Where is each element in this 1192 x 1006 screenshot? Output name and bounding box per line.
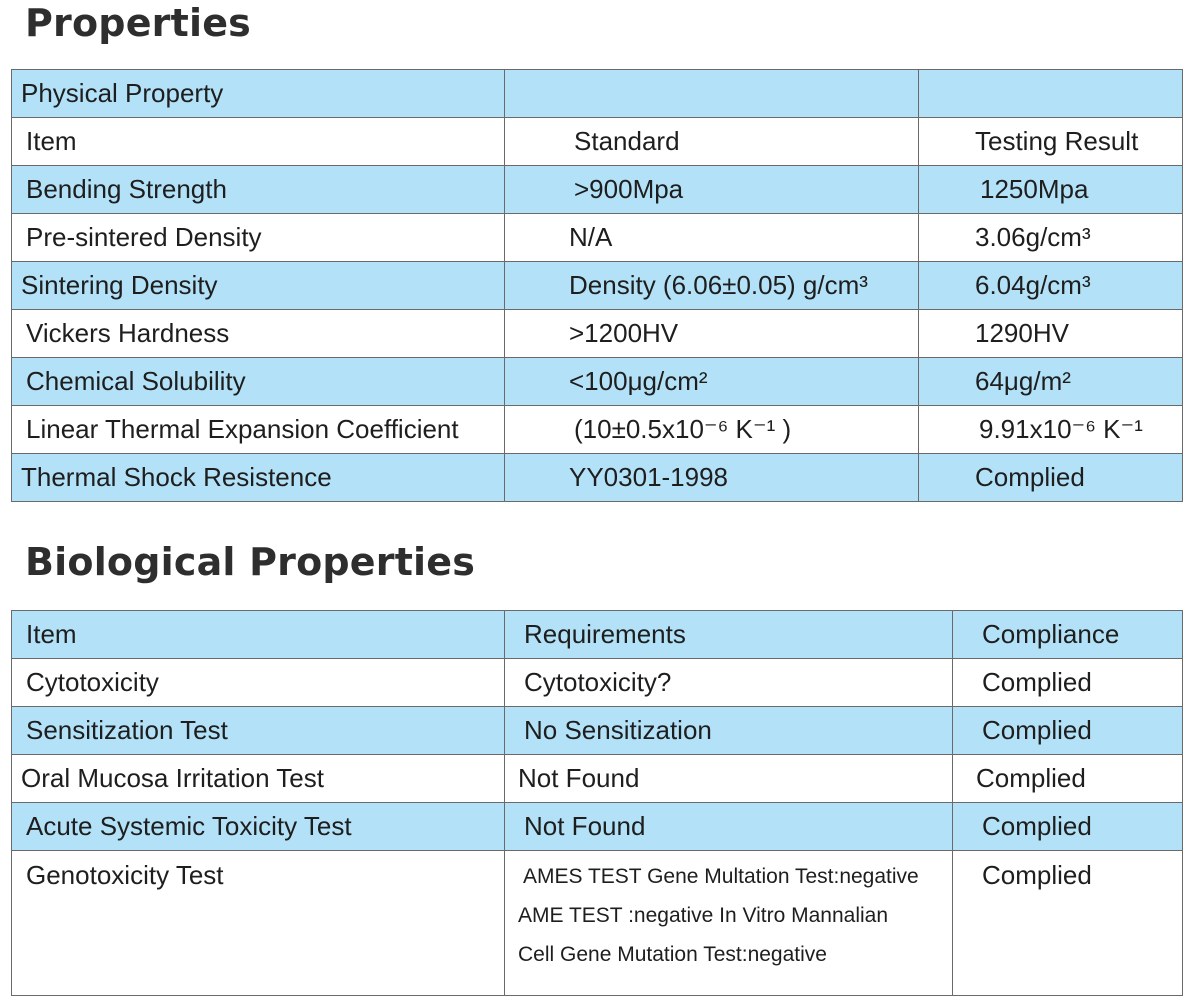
table-row: Chemical Solubility <100μg/cm² 64μg/m²	[11, 357, 1183, 406]
item-cell: Thermal Shock Resistence	[11, 453, 505, 502]
table-row: Genotoxicity Test AMES TEST Gene Multati…	[11, 850, 1183, 996]
compliance-cell: Complied	[952, 802, 1183, 851]
compliance-cell: Complied	[952, 850, 1183, 996]
requirement-line: AMES TEST Gene Multation Test:negative	[523, 865, 919, 888]
column-header-item: Item	[11, 610, 505, 659]
requirement-cell: AMES TEST Gene Multation Test:negative A…	[504, 850, 953, 996]
requirement-cell: Not Found	[504, 802, 953, 851]
column-header-compliance: Compliance	[952, 610, 1183, 659]
standard-cell: YY0301-1998	[504, 453, 919, 502]
table-row: Sensitization Test No Sensitization Comp…	[11, 706, 1183, 755]
result-cell: Complied	[918, 453, 1183, 502]
standard-cell: >900Mpa	[504, 165, 919, 214]
biological-properties-table: Item Requirements Compliance Cytotoxicit…	[11, 610, 1183, 996]
item-cell: Acute Systemic Toxicity Test	[11, 802, 505, 851]
result-cell: 1250Mpa	[918, 165, 1183, 214]
table-row: Thermal Shock Resistence YY0301-1998 Com…	[11, 453, 1183, 502]
table-row: Sintering Density Density (6.06±0.05) g/…	[11, 261, 1183, 310]
empty-cell	[918, 69, 1183, 118]
item-cell: Oral Mucosa Irritation Test	[11, 754, 505, 803]
table-row: Bending Strength >900Mpa 1250Mpa	[11, 165, 1183, 214]
result-cell: 1290HV	[918, 309, 1183, 358]
standard-cell: <100μg/cm²	[504, 357, 919, 406]
requirement-cell: Cytotoxicity?	[504, 658, 953, 707]
item-cell: Linear Thermal Expansion Coefficient	[11, 405, 505, 454]
item-cell: Genotoxicity Test	[11, 850, 505, 996]
item-cell: Sensitization Test	[11, 706, 505, 755]
result-cell: 64μg/m²	[918, 357, 1183, 406]
column-header-requirements: Requirements	[504, 610, 953, 659]
standard-cell: Density (6.06±0.05) g/cm³	[504, 261, 919, 310]
table-header-row: Physical Property	[11, 69, 1183, 118]
column-header-standard: Standard	[504, 117, 919, 166]
result-cell: 3.06g/cm³	[918, 213, 1183, 262]
properties-title: Properties	[25, 1, 251, 45]
empty-cell	[504, 69, 919, 118]
item-cell: Cytotoxicity	[11, 658, 505, 707]
requirement-line: Cell Gene Mutation Test:negative	[518, 943, 827, 966]
standard-cell: (10±0.5x10⁻⁶ K⁻¹ )	[504, 405, 919, 454]
requirement-line: AME TEST :negative In Vitro Mannalian	[518, 904, 889, 927]
physical-properties-table: Physical Property Item Standard Testing …	[11, 69, 1183, 502]
compliance-cell: Complied	[952, 706, 1183, 755]
compliance-cell: Complied	[952, 754, 1183, 803]
column-header-row: Item Requirements Compliance	[11, 610, 1183, 659]
item-cell: Sintering Density	[11, 261, 505, 310]
column-header-testing-result: Testing Result	[918, 117, 1183, 166]
requirement-cell: No Sensitization	[504, 706, 953, 755]
table-row: Oral Mucosa Irritation Test Not Found Co…	[11, 754, 1183, 803]
compliance-cell: Complied	[952, 658, 1183, 707]
standard-cell: >1200HV	[504, 309, 919, 358]
table-row: Linear Thermal Expansion Coefficient (10…	[11, 405, 1183, 454]
requirement-cell: Not Found	[504, 754, 953, 803]
item-cell: Chemical Solubility	[11, 357, 505, 406]
table-row: Pre-sintered Density N/A 3.06g/cm³	[11, 213, 1183, 262]
standard-cell: N/A	[504, 213, 919, 262]
table-row: Vickers Hardness >1200HV 1290HV	[11, 309, 1183, 358]
column-header-row: Item Standard Testing Result	[11, 117, 1183, 166]
table-row: Cytotoxicity Cytotoxicity? Complied	[11, 658, 1183, 707]
item-cell: Bending Strength	[11, 165, 505, 214]
biological-properties-title: Biological Properties	[25, 540, 476, 584]
item-cell: Pre-sintered Density	[11, 213, 505, 262]
physical-property-header: Physical Property	[11, 69, 505, 118]
result-cell: 6.04g/cm³	[918, 261, 1183, 310]
table-row: Acute Systemic Toxicity Test Not Found C…	[11, 802, 1183, 851]
column-header-item: Item	[11, 117, 505, 166]
result-cell: 9.91x10⁻⁶ K⁻¹	[918, 405, 1183, 454]
item-cell: Vickers Hardness	[11, 309, 505, 358]
